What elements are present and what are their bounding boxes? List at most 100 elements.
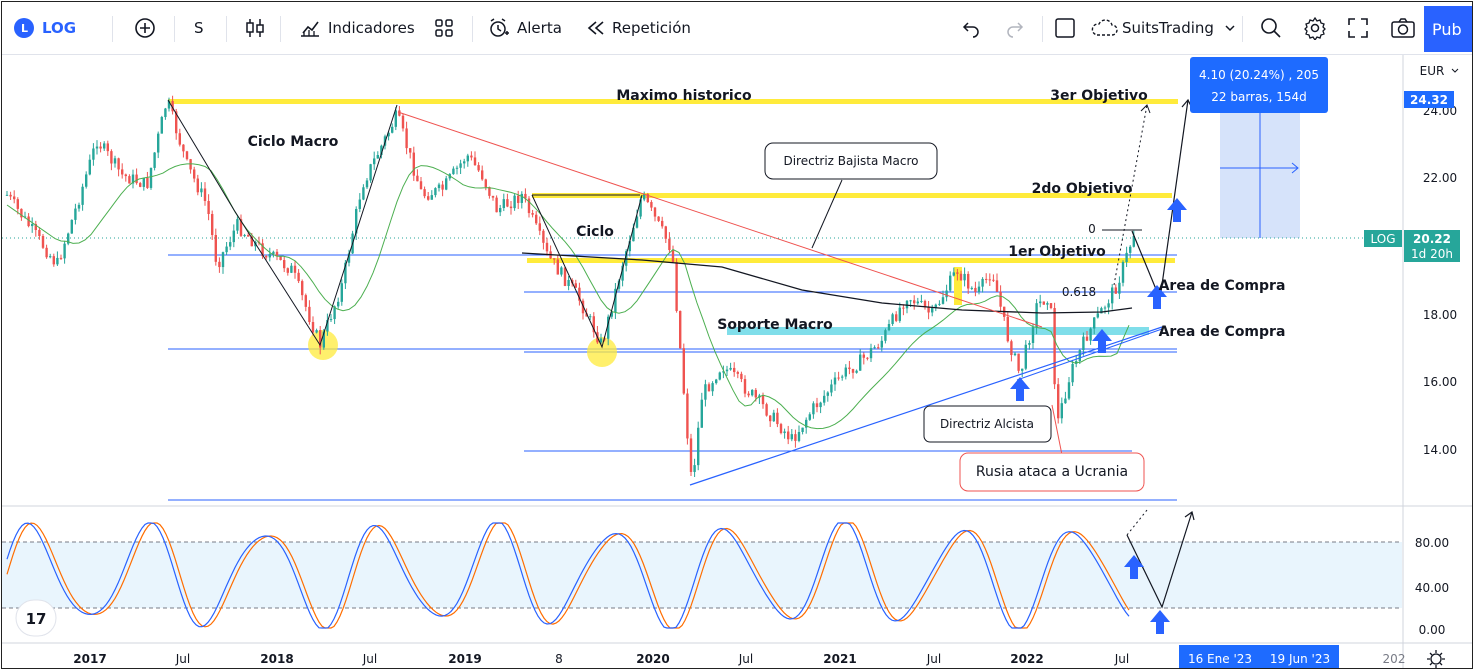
candle-body [693, 465, 696, 472]
candle-body [697, 427, 700, 466]
candle-body [31, 223, 34, 227]
chart-type-button[interactable] [244, 2, 266, 54]
maximo-historico-band[interactable] [168, 99, 1178, 104]
candle-body [106, 143, 109, 152]
candle-body [913, 300, 916, 304]
high-price-tag [1404, 91, 1454, 108]
symbol-search[interactable]: L LOG [14, 2, 76, 54]
layout-name: SuitsTrading [1122, 19, 1214, 37]
candle-body [956, 272, 959, 274]
price-pane[interactable]: Directriz Bajista Macro Directriz Alcist… [2, 88, 1402, 501]
candle-body [344, 262, 347, 284]
candle-body [491, 195, 495, 198]
candle-body [1125, 252, 1128, 263]
layout-menu[interactable]: SuitsTrading [1090, 2, 1238, 54]
candle-body [85, 174, 88, 187]
candle-body [1107, 303, 1110, 308]
chart-canvas[interactable]: Directriz Bajista Macro Directriz Alcist… [2, 55, 1473, 669]
candle-body [938, 303, 941, 305]
time-label: Jul [1114, 652, 1129, 666]
snapshot-button[interactable] [1390, 2, 1416, 54]
candle-body [1042, 301, 1045, 305]
stoch-k-line[interactable] [6, 522, 1130, 629]
interval-button[interactable]: S [194, 2, 204, 54]
cloud-icon [1091, 19, 1118, 36]
stochastic-pane[interactable] [2, 509, 1402, 634]
directriz-alcista-line[interactable] [689, 326, 1163, 486]
axis-settings-gear-icon[interactable] [1427, 650, 1445, 668]
stoch-d-line[interactable] [6, 522, 1130, 629]
settings-button[interactable] [1303, 2, 1327, 54]
undo-button[interactable] [960, 2, 982, 54]
projection-line[interactable] [1131, 99, 1189, 302]
templates-button[interactable] [432, 2, 456, 54]
cycle-low-marker[interactable] [587, 337, 617, 367]
time-label: Jul [738, 652, 753, 666]
ciclo-lines[interactable] [531, 194, 643, 349]
alarm-clock-icon [490, 18, 509, 37]
candle-body [866, 357, 869, 359]
ciclo-macro-lines[interactable] [167, 99, 398, 347]
fullscreen-toggle[interactable] [1054, 2, 1076, 54]
candle-body [682, 348, 685, 394]
candle-body [855, 370, 858, 373]
search-button[interactable] [1259, 2, 1283, 54]
candle-body [974, 287, 977, 292]
candle-body [1060, 403, 1063, 419]
svg-text:1d 20h: 1d 20h [1411, 247, 1453, 261]
currency-label[interactable]: EUR [1420, 64, 1445, 78]
candle-body [67, 233, 70, 244]
price-axis[interactable]: EUR 24.00 22.00 18.00 16.00 14.00 24.32 … [1364, 64, 1460, 457]
candle-body [1067, 382, 1071, 399]
osc-projection-line[interactable] [1126, 511, 1193, 609]
candle-body [495, 197, 498, 213]
time-axis[interactable]: 2017 Jul 2018 Jul 2019 8 2020 Jul 2021 J… [73, 645, 1445, 669]
compare-button[interactable] [133, 2, 157, 54]
osc-axis[interactable]: 80.00 40.00 0.00 [1415, 536, 1449, 637]
candle-body [653, 207, 657, 217]
indicators-button[interactable]: Indicadores [298, 2, 415, 54]
candle-body [455, 167, 459, 169]
area-compra-2-text: Area de Compra [1159, 324, 1286, 340]
selected-range[interactable] [1179, 645, 1339, 669]
candle-body [650, 202, 653, 208]
chart-area[interactable]: Directriz Bajista Macro Directriz Alcist… [2, 55, 1473, 669]
redo-button[interactable] [1004, 2, 1026, 54]
candle-body [920, 300, 923, 302]
candle-body [639, 199, 642, 217]
rusia-callout[interactable] [959, 452, 1145, 492]
soporte-macro-band[interactable] [727, 327, 1149, 335]
ma-slow-line[interactable] [521, 252, 1133, 314]
candle-body [441, 184, 444, 190]
directriz-bajista-line[interactable] [397, 111, 1043, 328]
alert-button[interactable]: Alerta [487, 2, 562, 54]
candlestick-series[interactable] [5, 95, 1135, 478]
directriz-bajista-callout[interactable] [764, 142, 938, 180]
maximize-button[interactable] [1347, 2, 1369, 54]
candle-body [747, 393, 750, 396]
candle-body [715, 379, 718, 384]
candle-body [319, 330, 322, 348]
candle-body [135, 174, 138, 184]
candle-body [862, 354, 865, 358]
replay-button[interactable]: Repetición [586, 2, 691, 54]
publish-button[interactable]: Pub [1424, 6, 1472, 52]
candle-body [621, 265, 624, 281]
candle-body [362, 187, 365, 200]
redo-icon [1007, 22, 1024, 38]
candle-body [826, 392, 829, 396]
tradingview-logo[interactable]: 17 [15, 599, 57, 637]
candle-body [801, 427, 804, 432]
obj2-band[interactable] [532, 193, 1172, 198]
candle-body [805, 419, 808, 428]
obj1-band[interactable] [527, 258, 1175, 263]
candle-body [1021, 368, 1024, 371]
candle-body [427, 196, 430, 200]
candle-body [754, 389, 757, 398]
candle-body [315, 330, 318, 333]
candle-body [643, 194, 646, 200]
ma-fast-line[interactable] [6, 163, 1130, 430]
directriz-alcista-callout[interactable] [923, 405, 1052, 443]
measure-popup[interactable]: 4.10 (20.24%) , 205 22 barras, 154d [1190, 57, 1328, 113]
